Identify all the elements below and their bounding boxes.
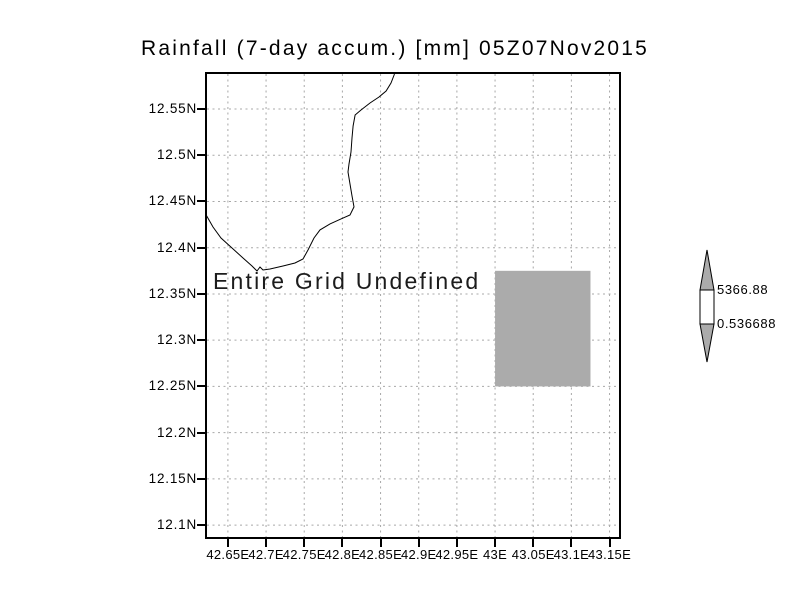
y-axis-tick-label: 12.55N	[148, 100, 197, 116]
y-axis-tick	[197, 200, 205, 203]
x-axis-tick-label: 42.9E	[400, 547, 437, 562]
x-axis-tick-label: 43.15E	[588, 547, 632, 562]
y-axis-tick	[197, 107, 205, 110]
y-axis-tick	[197, 246, 205, 249]
x-axis-tick	[417, 539, 420, 547]
colorbar-max-value: 5366.88	[717, 282, 769, 297]
y-axis-tick	[197, 385, 205, 388]
y-axis-tick	[197, 477, 205, 480]
y-axis-tick-label: 12.45N	[148, 193, 197, 209]
y-axis-tick-label: 12.15N	[148, 470, 197, 486]
y-axis-tick	[197, 524, 205, 527]
x-axis-tick-label: 42.85E	[359, 547, 403, 562]
y-axis-tick-label: 12.2N	[156, 424, 197, 440]
x-axis-tick	[303, 539, 306, 547]
x-axis-tick-label: 42.95E	[435, 547, 479, 562]
masked-region	[495, 270, 591, 387]
y-axis-tick	[197, 154, 205, 157]
x-axis-tick	[226, 539, 229, 547]
x-axis-tick	[570, 539, 573, 547]
x-axis-tick-label: 42.65E	[206, 547, 250, 562]
x-axis-tick	[455, 539, 458, 547]
grid-undefined-message: Entire Grid Undefined	[213, 268, 481, 294]
y-axis-tick-label: 12.35N	[148, 285, 197, 301]
x-axis-tick-label: 43.1E	[553, 547, 590, 562]
x-axis-tick	[265, 539, 268, 547]
x-axis-tick-label: 42.7E	[248, 547, 284, 562]
colorbar	[699, 249, 715, 363]
x-axis-tick-label: 42.75E	[282, 547, 326, 562]
colorbar-min-value: 0.536688	[717, 316, 777, 331]
y-axis-tick-label: 12.25N	[148, 378, 197, 394]
x-axis-tick	[608, 539, 611, 547]
y-axis-tick	[197, 431, 205, 434]
x-axis-tick	[494, 539, 497, 547]
y-axis-tick-label: 12.3N	[156, 332, 197, 348]
colorbar-range-swatch	[699, 289, 715, 325]
plot-frame	[205, 72, 621, 539]
x-axis-tick-label: 42.8E	[324, 547, 361, 562]
x-axis-tick-label: 43.05E	[511, 547, 555, 562]
x-axis-tick	[532, 539, 535, 547]
y-axis-tick-label: 12.1N	[156, 517, 197, 533]
y-axis-tick-label: 12.4N	[156, 239, 197, 255]
y-axis-tick	[197, 292, 205, 295]
colorbar-max-arrow-icon	[699, 249, 715, 291]
plot-title: Rainfall (7-day accum.) [mm] 05Z07Nov201…	[141, 37, 650, 60]
map-plot-area	[205, 72, 621, 539]
colorbar-min-arrow-icon	[699, 323, 715, 363]
x-axis-tick	[341, 539, 344, 547]
x-axis-tick-label: 43E	[483, 547, 508, 562]
y-axis-tick	[197, 339, 205, 342]
x-axis-tick	[379, 539, 382, 547]
coastline-outline	[205, 72, 396, 272]
y-axis-tick-label: 12.5N	[156, 147, 197, 163]
